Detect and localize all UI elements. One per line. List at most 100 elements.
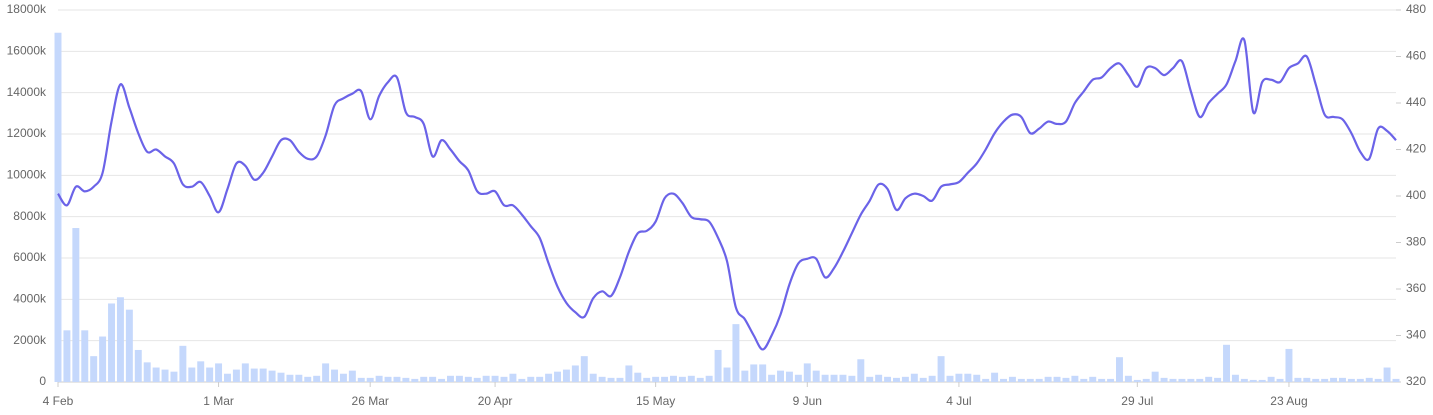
bar (447, 375, 454, 382)
bar (839, 374, 847, 382)
x-tick-label: 4 Jul (946, 394, 971, 408)
bar (125, 309, 133, 382)
bar (1142, 378, 1150, 382)
y2-tick-label: 400 (1406, 188, 1426, 202)
bar (63, 330, 71, 382)
bar (821, 374, 829, 382)
bar (1223, 344, 1230, 382)
bar (973, 374, 981, 382)
bar (1124, 375, 1132, 382)
bar (1303, 377, 1311, 382)
y-tick-label: 16000k (7, 44, 47, 58)
bar (464, 376, 472, 382)
bar (134, 349, 142, 382)
bar (393, 376, 401, 382)
bar (1267, 376, 1275, 382)
bar (1089, 376, 1097, 382)
y2-tick-label: 420 (1406, 142, 1426, 156)
y2-tick-label: 340 (1406, 328, 1426, 342)
bar (411, 378, 419, 382)
bar (580, 356, 588, 382)
bar (759, 364, 767, 382)
bar (893, 377, 900, 382)
bar (1214, 377, 1222, 382)
bar (304, 376, 312, 382)
x-tick-label: 1 Mar (203, 394, 234, 408)
bar (919, 377, 927, 382)
x-tick-label: 29 Jul (1121, 394, 1153, 408)
y-tick-label: 12000k (7, 126, 47, 140)
bar (1347, 378, 1355, 382)
bar (598, 376, 606, 382)
bar (803, 363, 811, 382)
bar (964, 373, 972, 382)
y-tick-label: 2000k (13, 333, 47, 347)
bar (473, 377, 481, 382)
bar (545, 373, 553, 382)
bar (705, 375, 713, 382)
y-tick-label: 4000k (13, 292, 47, 306)
bar (72, 228, 80, 382)
bar (438, 378, 446, 382)
bar (116, 297, 124, 382)
bar (812, 370, 820, 382)
bar (518, 378, 526, 382)
bar (1383, 367, 1391, 382)
bar (1231, 374, 1239, 382)
bar (90, 356, 98, 382)
bar (554, 371, 561, 382)
bar (670, 375, 677, 382)
y2-tick-label: 440 (1406, 95, 1426, 109)
bar (161, 369, 169, 382)
bar (1053, 376, 1061, 382)
bar (527, 376, 535, 382)
bar (661, 376, 669, 382)
bar (1187, 378, 1195, 382)
bar (81, 330, 89, 382)
y-tick-label: 14000k (7, 85, 47, 99)
bar (866, 376, 874, 382)
bar (910, 373, 918, 382)
bar (678, 376, 686, 382)
bar (152, 367, 160, 382)
bar (1312, 378, 1320, 382)
bar (215, 363, 223, 382)
bar (1330, 377, 1338, 382)
bar (536, 376, 544, 382)
bar (250, 368, 258, 382)
bar (830, 374, 838, 382)
bar (313, 375, 321, 382)
line (57, 37, 1397, 351)
x-tick-label: 23 Aug (1270, 394, 1307, 408)
bar (259, 368, 267, 382)
bar (375, 375, 383, 382)
x-tick-label: 4 Feb (43, 394, 74, 408)
bar (277, 372, 285, 382)
bar (366, 377, 374, 382)
bar (1374, 378, 1382, 382)
bar (1080, 378, 1088, 382)
bar (928, 375, 936, 382)
x-tick-label: 15 May (636, 394, 675, 408)
bar (723, 367, 731, 382)
bar (625, 365, 633, 382)
bar (1285, 348, 1293, 382)
bar (206, 367, 214, 382)
y-tick-label: 6000k (13, 250, 47, 264)
bar (1365, 377, 1373, 382)
bar (955, 373, 963, 382)
bar (634, 372, 642, 382)
bar (232, 369, 240, 382)
bar (616, 377, 624, 382)
bar (1321, 378, 1329, 382)
bar (1169, 378, 1177, 382)
bar (607, 377, 615, 382)
bar (1205, 376, 1213, 382)
bar (1116, 357, 1123, 382)
x-tick-label: 9 Jun (793, 394, 822, 408)
bar (1339, 377, 1346, 382)
bar (224, 373, 231, 382)
bar (1249, 379, 1257, 382)
bar (1017, 378, 1025, 382)
